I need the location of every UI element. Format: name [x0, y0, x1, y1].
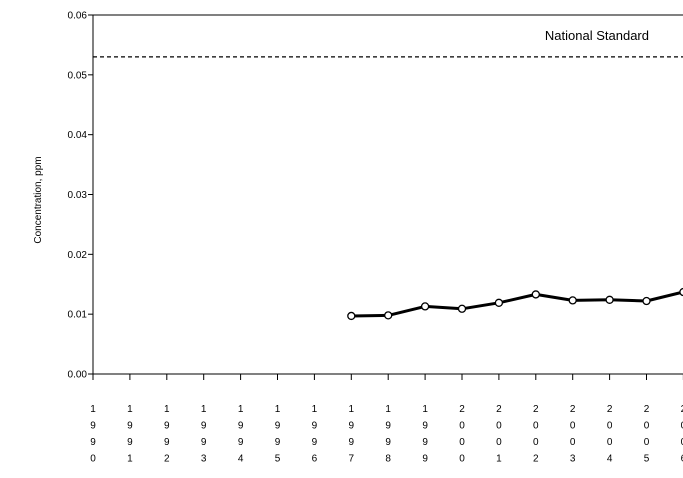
y-tick-label: 0.00 — [68, 370, 88, 381]
y-tick-label: 0.01 — [68, 310, 88, 321]
data-point — [347, 311, 356, 321]
data-point — [457, 304, 467, 313]
axes — [92, 14, 683, 375]
y-tick-label: 0.05 — [68, 70, 88, 81]
data-point — [531, 290, 540, 299]
y-tick-label: 0.04 — [68, 130, 88, 141]
y-tick-label: 0.06 — [68, 11, 88, 22]
data-point — [679, 287, 683, 297]
series-line — [351, 290, 683, 318]
y-axis-label: Concentration, ppm — [33, 156, 44, 243]
data-point — [420, 302, 430, 311]
national-standard-label: National Standard — [545, 28, 649, 43]
data-point — [384, 311, 393, 320]
series-group — [347, 287, 683, 321]
x-axis-ticks: 1 9 9 0 1 9 9 1 1 9 9 2 1 9 9 3 1 9 9 4 1 9 9 5 1 9 9 6 1 9 9 7 1 9 9 8 1 9 9 9… — [90, 374, 683, 465]
y-axis-ticks: 0.00 0.01 0.02 0.03 0.04 0.05 0.06 — [68, 11, 93, 381]
y-tick-label: 0.03 — [68, 190, 88, 201]
reference-line-group: National Standard — [93, 28, 683, 58]
data-point — [494, 298, 504, 307]
data-point — [568, 296, 577, 305]
data-point — [605, 295, 614, 304]
data-point — [642, 296, 651, 306]
x-tick-label: 2006 — [681, 404, 683, 465]
y-tick-label: 0.02 — [68, 250, 88, 261]
